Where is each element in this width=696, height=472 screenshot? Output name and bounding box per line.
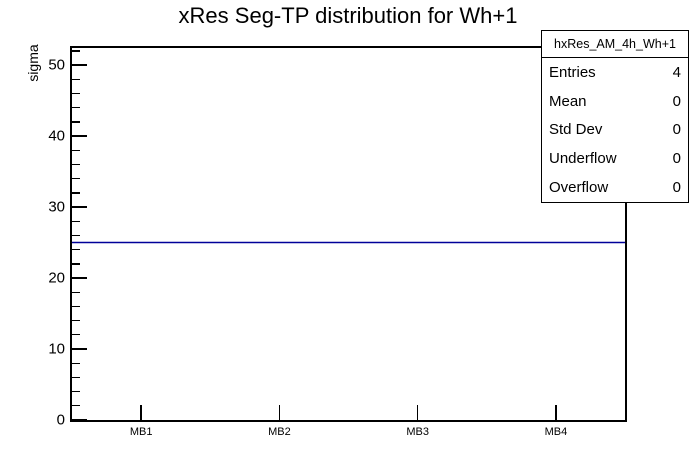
stats-label: Underflow [549,150,617,168]
y-axis-tick-label: 50 [48,56,65,74]
page-title: xRes Seg-TP distribution for Wh+1 [178,3,518,28]
y-axis-minor-tick [72,163,80,166]
y-axis-minor-tick [72,149,80,151]
stats-box: hxRes_AM_4h_Wh+1 Entries 4 Mean 0 Std De… [541,30,689,203]
y-axis-minor-tick [72,106,80,109]
stats-row: Std Dev 0 [542,116,688,145]
y-axis-minor-tick [72,220,80,222]
y-axis-major-tick [72,348,87,350]
y-axis-minor-tick [72,234,80,237]
y-axis-minor-tick [72,78,80,80]
stats-row: Mean 0 [542,87,688,116]
stats-row: Entries 4 [542,58,688,87]
y-axis-minor-tick [72,121,80,123]
y-axis-minor-tick [72,405,80,407]
y-axis-tick-label: 20 [48,269,65,287]
y-axis-tick-label: 10 [48,340,65,358]
y-axis-minor-tick [72,305,80,308]
x-axis-tick [416,405,419,420]
stats-label: Overflow [549,179,609,197]
stats-value: 0 [672,92,681,110]
y-axis-minor-tick [72,92,80,95]
y-axis-minor-tick [72,50,80,52]
stats-value: 4 [672,63,681,81]
stats-box-header: hxRes_AM_4h_Wh+1 [542,31,688,58]
x-axis-tick-label: MB2 [268,426,291,438]
histogram-line-layer [72,241,625,244]
y-axis-major-tick [72,64,87,66]
y-axis-minor-tick [72,291,80,293]
stats-label: Entries [549,63,596,81]
x-axis-tick-label: MB4 [544,426,568,438]
y-axis-major-tick [72,206,87,208]
y-axis-major-tick [72,135,87,137]
y-axis-tick-label: 40 [48,127,65,145]
plot-frame [70,46,627,422]
stats-row: Overflow 0 [542,173,688,202]
stats-label: Std Dev [549,121,603,139]
y-axis-minor-tick [72,334,80,336]
y-axis-tick-label: 30 [48,198,65,216]
y-axis-minor-tick [72,319,80,322]
x-axis-tick-label: MB1 [129,426,153,438]
stats-value: 0 [672,179,681,197]
x-axis-tick-label: MB3 [406,426,429,438]
y-axis-minor-tick [72,177,80,180]
x-axis-tick [278,405,281,420]
y-axis-minor-tick [72,192,80,194]
y-axis-major-tick [72,419,87,421]
y-axis-minor-tick [72,390,80,393]
y-axis-tick-label: 0 [56,411,65,429]
y-axis-minor-tick [72,248,80,251]
stats-value: 0 [672,150,681,168]
stats-value: 0 [672,121,681,139]
y-axis-major-tick [72,277,87,279]
x-axis-tick [140,405,142,420]
stats-label: Mean [549,92,587,110]
y-axis-minor-tick [72,263,80,265]
stats-row: Underflow 0 [542,144,688,173]
y-axis-minor-tick [72,376,80,379]
x-axis-tick [555,405,557,420]
y-axis-minor-tick [72,362,80,364]
